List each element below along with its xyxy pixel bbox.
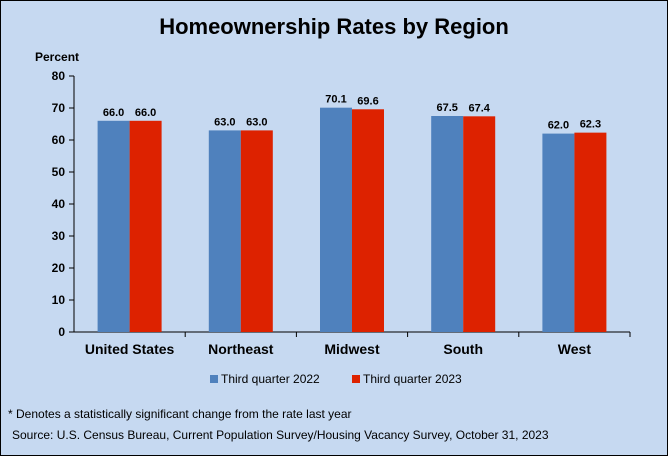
legend-label: Third quarter 2022 (221, 372, 320, 386)
data-label: 67.4 (468, 102, 490, 114)
y-tick-label: 0 (58, 325, 65, 339)
bar (240, 130, 273, 332)
data-label: 70.1 (325, 94, 346, 106)
x-tick-label: West (558, 341, 592, 357)
legend-swatch (352, 375, 360, 383)
legend-label: Third quarter 2023 (363, 372, 462, 386)
y-tick-label: 60 (52, 133, 66, 147)
bar (352, 109, 384, 332)
bar (574, 132, 607, 332)
chart-title: Homeownership Rates by Region (159, 14, 509, 39)
y-tick-label: 20 (52, 261, 66, 275)
y-tick-label: 80 (52, 69, 66, 83)
bar (542, 133, 575, 332)
data-label: 66.0 (135, 107, 156, 119)
data-label: 63.0 (214, 116, 235, 128)
x-tick-label: Northeast (208, 341, 274, 357)
y-tick-label: 40 (52, 197, 66, 211)
bar (208, 130, 241, 332)
data-label: 69.6 (357, 95, 378, 107)
footnote: * Denotes a statistically significant ch… (8, 407, 352, 421)
bar (320, 107, 352, 333)
bar (431, 116, 464, 332)
bar (129, 120, 162, 332)
y-tick-label: 70 (52, 101, 66, 115)
y-tick-label: 30 (52, 229, 66, 243)
data-label: 62.3 (580, 119, 601, 131)
x-tick-label: South (443, 341, 483, 357)
data-label: 63.0 (246, 116, 267, 128)
legend-swatch (210, 375, 218, 383)
source-note: Source: U.S. Census Bureau, Current Popu… (12, 428, 549, 442)
data-label: 67.5 (436, 102, 457, 114)
x-tick-label: United States (85, 341, 175, 357)
x-tick-label: Midwest (324, 341, 380, 357)
y-tick-label: 10 (52, 293, 66, 307)
bar (463, 116, 496, 332)
data-label: 66.0 (103, 107, 124, 119)
y-axis-label: Percent (35, 50, 79, 64)
bar (97, 120, 130, 332)
data-label: 62.0 (548, 120, 569, 132)
y-tick-label: 50 (52, 165, 66, 179)
